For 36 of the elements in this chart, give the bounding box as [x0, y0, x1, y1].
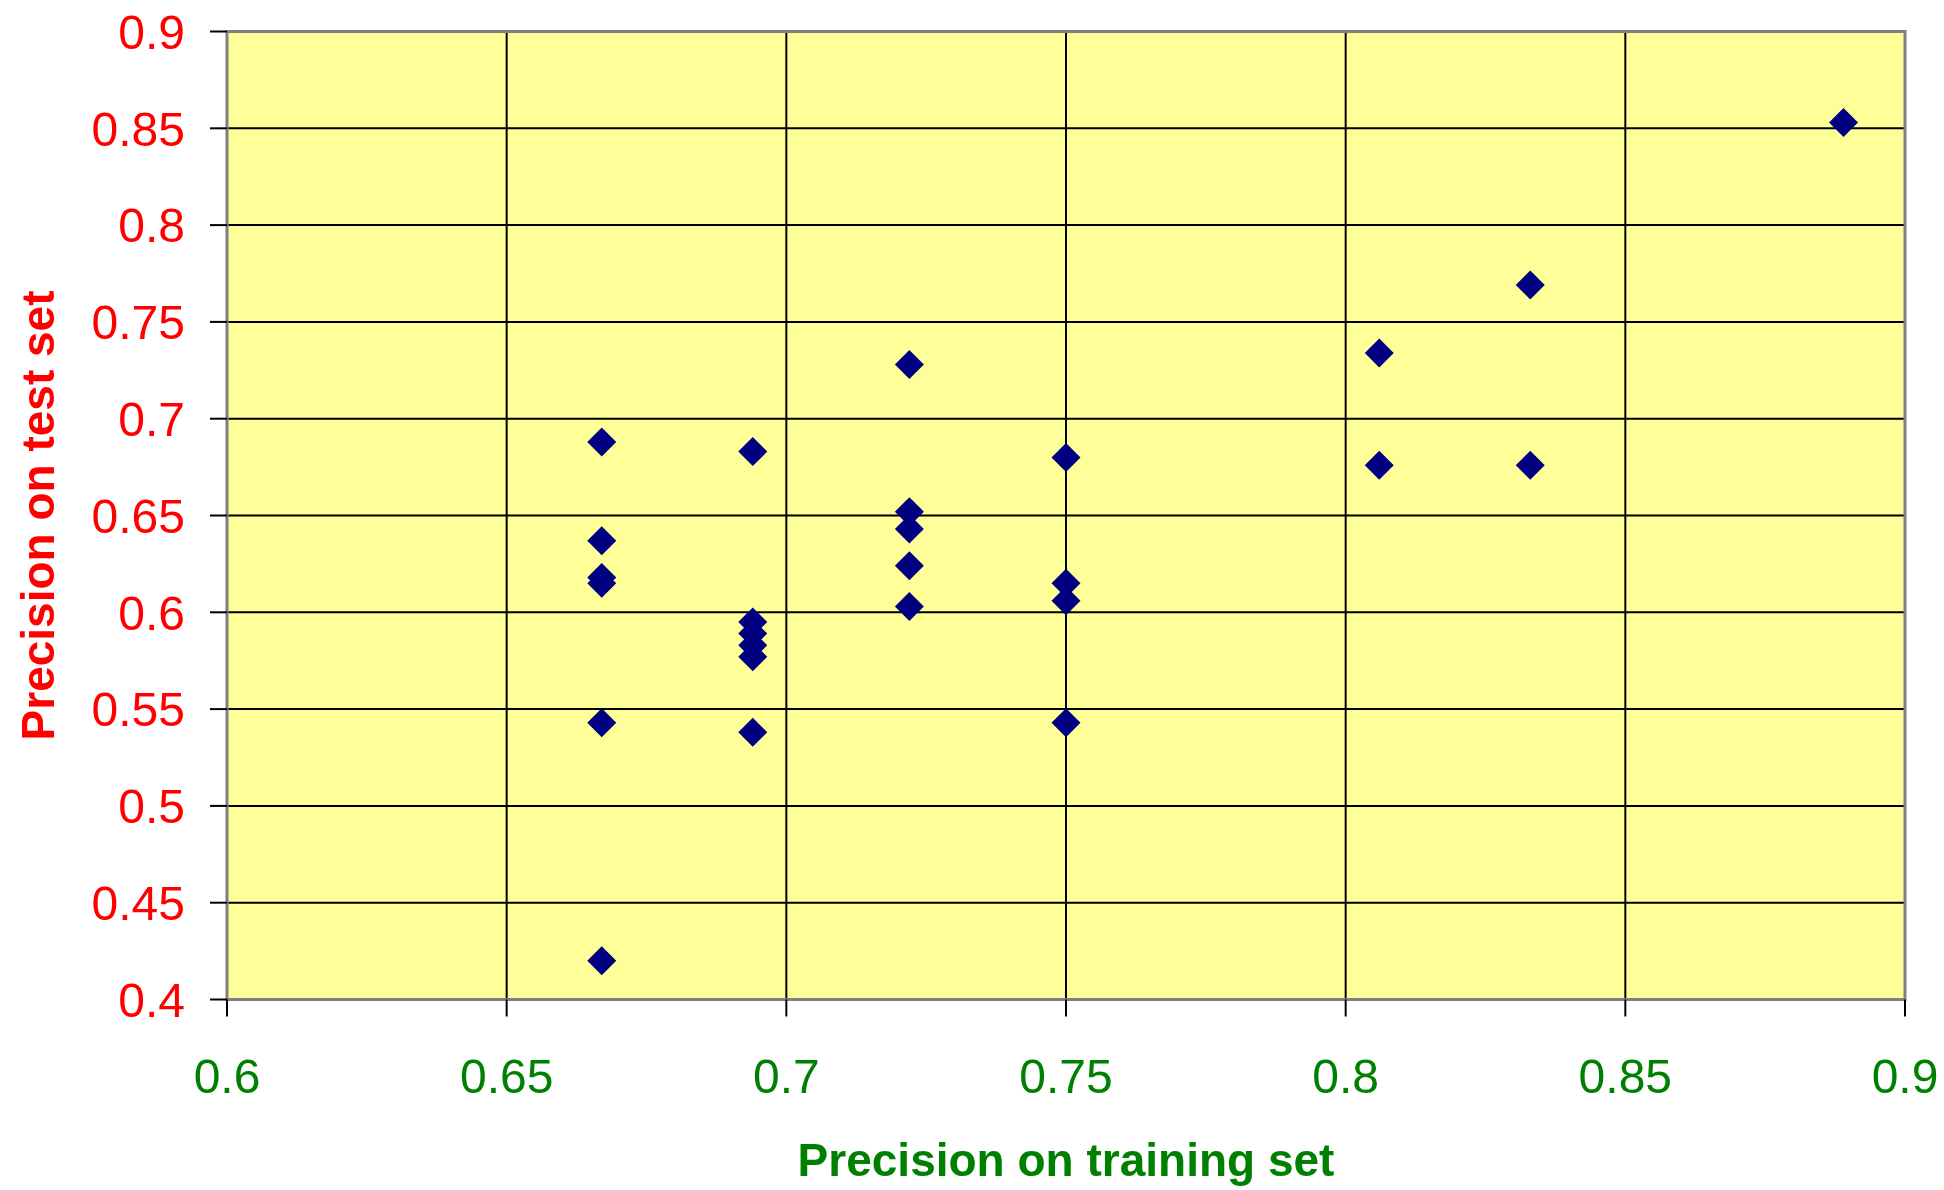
x-tick-label: 0.9	[1871, 1050, 1939, 1103]
y-axis-title: Precision on test set	[12, 290, 64, 741]
y-tick-label: 0.75	[91, 296, 185, 350]
point	[1364, 338, 1394, 368]
point	[587, 526, 617, 556]
point	[894, 349, 924, 379]
point	[1051, 442, 1081, 472]
x-tick-label: 0.8	[1312, 1050, 1380, 1103]
point	[1515, 270, 1545, 300]
x-tick-label: 0.85	[1578, 1050, 1673, 1103]
point	[738, 437, 768, 467]
point	[1515, 450, 1545, 480]
y-tick-label: 0.5	[118, 780, 185, 834]
y-tick-label: 0.4	[118, 973, 185, 1027]
point	[587, 946, 617, 976]
y-tick-label: 0.65	[91, 489, 185, 543]
x-tick-label: 0.75	[1019, 1050, 1113, 1103]
point	[738, 717, 768, 747]
point	[1828, 107, 1858, 137]
x-tick-label: 0.6	[193, 1050, 261, 1103]
y-tick-label: 0.7	[118, 392, 185, 446]
point	[587, 427, 617, 457]
point	[1364, 450, 1394, 480]
point	[587, 708, 617, 738]
y-tick-label: 0.55	[91, 683, 185, 737]
y-tick-label: 0.8	[118, 199, 185, 253]
point	[894, 591, 924, 621]
x-tick-label: 0.65	[459, 1050, 554, 1103]
x-axis-title: Precision on training set	[797, 1134, 1335, 1186]
y-tick-label: 0.45	[91, 876, 185, 930]
x-tick-label: 0.7	[752, 1050, 820, 1103]
y-tick-label: 0.6	[118, 586, 185, 640]
y-tick-label: 0.9	[118, 5, 185, 59]
point	[1051, 708, 1081, 738]
point	[894, 551, 924, 581]
y-tick-label: 0.85	[91, 102, 185, 156]
